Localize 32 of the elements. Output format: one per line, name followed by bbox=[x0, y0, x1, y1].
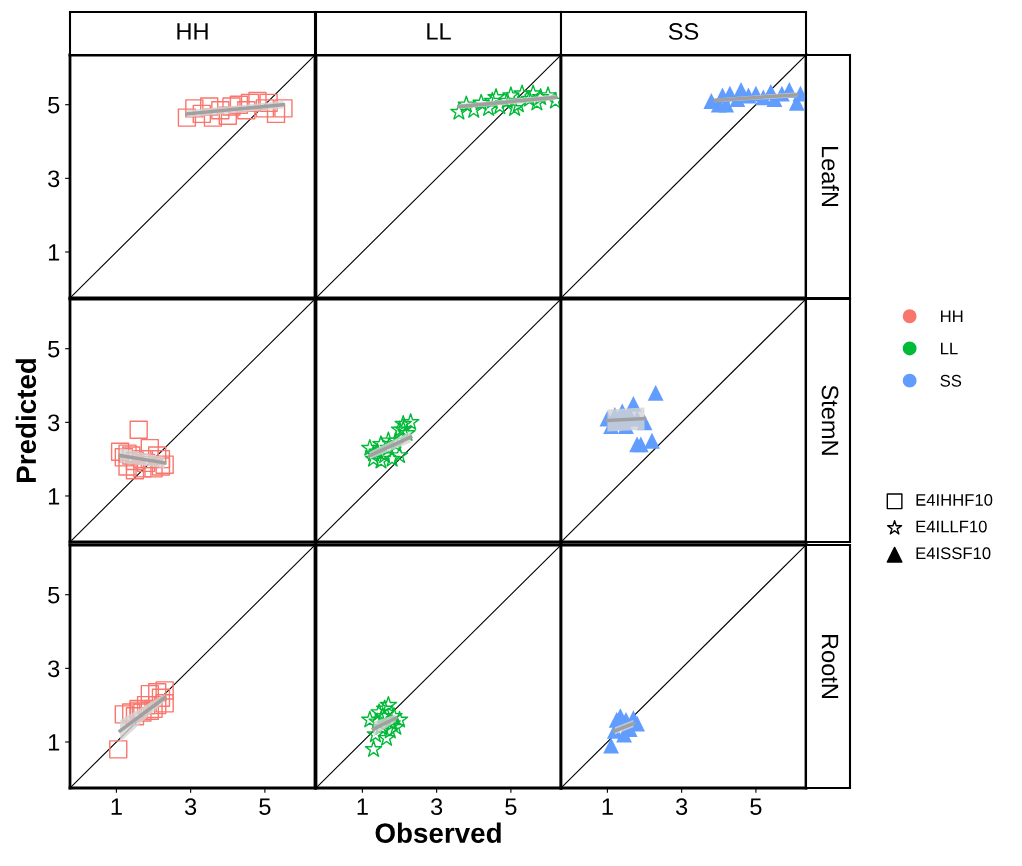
y-tick-label: 5 bbox=[48, 97, 60, 114]
legend-label: HH bbox=[941, 310, 963, 323]
x-tick-label: 3 bbox=[430, 798, 443, 816]
x-tick-label: 5 bbox=[750, 798, 762, 816]
x-tick-label: 1 bbox=[357, 798, 368, 815]
chart-title: HH bbox=[177, 23, 208, 40]
x-tick-label: 5 bbox=[505, 798, 517, 816]
x-tick-label: 5 bbox=[259, 798, 271, 816]
y2-axis-title: StemN bbox=[821, 385, 839, 455]
legend-label: LL bbox=[941, 342, 958, 355]
y-tick-label: 1 bbox=[48, 734, 60, 751]
y-tick-label: 3 bbox=[48, 170, 60, 188]
y-tick-label: 5 bbox=[48, 341, 60, 358]
x-axis-title: Observed bbox=[375, 822, 501, 843]
y-tick-label: 1 bbox=[48, 244, 60, 261]
legend-label: SS bbox=[940, 374, 962, 387]
y-axis-title: Predicted bbox=[15, 359, 37, 482]
y-tick-label: 3 bbox=[48, 660, 60, 678]
x-tick-label: 1 bbox=[111, 798, 122, 815]
chart-title: SS bbox=[668, 23, 699, 40]
x-tick-label: 1 bbox=[602, 798, 613, 815]
text: E4IHHF10 bbox=[916, 494, 993, 506]
y-tick-label: 3 bbox=[48, 414, 60, 432]
x-tick-label: 3 bbox=[675, 798, 688, 816]
y2-axis-title: RootN bbox=[821, 634, 839, 699]
text: E4ILLF10 bbox=[916, 520, 987, 533]
y2-axis-title: LeafN bbox=[821, 146, 839, 207]
y-tick-label: 1 bbox=[48, 488, 60, 505]
text: E4ISSF10 bbox=[916, 547, 991, 560]
y-tick-label: 5 bbox=[48, 587, 60, 604]
chart-title: LL bbox=[427, 23, 451, 40]
x-tick-label: 3 bbox=[184, 798, 197, 816]
